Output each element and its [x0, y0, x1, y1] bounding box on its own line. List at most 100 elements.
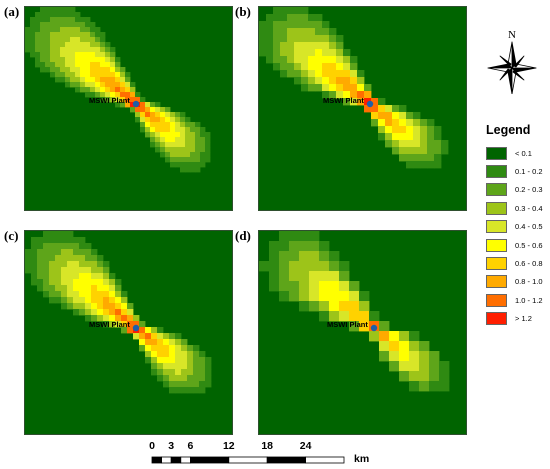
- concentration-cell: [73, 243, 80, 250]
- concentration-cell: [100, 67, 106, 73]
- concentration-cell: [175, 137, 181, 143]
- concentration-cell: [50, 22, 56, 28]
- concentration-cell: [273, 63, 281, 71]
- concentration-cell: [319, 301, 330, 312]
- concentration-cell: [35, 27, 41, 33]
- scale-segment: [190, 456, 230, 464]
- concentration-cell: [266, 49, 274, 57]
- concentration-cell: [150, 107, 156, 113]
- concentration-cell: [61, 267, 68, 274]
- concentration-cell: [49, 249, 56, 256]
- concentration-cell: [25, 37, 31, 43]
- concentration-cell: [336, 35, 344, 43]
- concentration-cell: [392, 140, 400, 148]
- legend-label: 0.4 - 0.5: [515, 222, 543, 232]
- concentration-cell: [73, 291, 80, 298]
- concentration-cell: [145, 132, 151, 138]
- concentration-cell: [385, 140, 393, 148]
- concentration-cell: [157, 363, 164, 370]
- concentration-cell: [343, 98, 351, 106]
- concentration-cell: [392, 112, 400, 120]
- concentration-cell: [49, 231, 56, 238]
- concentration-cell: [279, 231, 290, 242]
- concentration-cell: [31, 261, 38, 268]
- concentration-cell: [75, 17, 81, 23]
- concentration-cell: [349, 321, 360, 332]
- concentration-cell: [364, 91, 372, 99]
- concentration-cell: [336, 63, 344, 71]
- concentration-cell: [50, 52, 56, 58]
- concentration-cell: [434, 140, 442, 148]
- concentration-cell: [329, 301, 340, 312]
- concentration-cell: [160, 117, 166, 123]
- concentration-cell: [40, 52, 46, 58]
- scale-tick-label: 18: [261, 440, 274, 452]
- concentration-cell: [299, 261, 310, 272]
- concentration-cell: [195, 167, 201, 173]
- concentration-cell: [379, 351, 390, 362]
- concentration-cell: [31, 243, 38, 250]
- concentration-cell: [309, 251, 320, 262]
- concentration-cell: [180, 152, 186, 158]
- concentration-cell: [199, 381, 206, 388]
- concentration-cell: [170, 147, 176, 153]
- concentration-cell: [109, 285, 116, 292]
- concentration-cell: [289, 281, 300, 292]
- concentration-cell: [419, 361, 430, 372]
- concentration-cell: [65, 37, 71, 43]
- concentration-cell: [195, 127, 201, 133]
- concentration-cell: [322, 84, 330, 92]
- concentration-cell: [85, 72, 91, 78]
- concentration-cell: [378, 98, 386, 106]
- concentration-cell: [195, 122, 201, 128]
- concentration-cell: [190, 162, 196, 168]
- concentration-cell: [151, 327, 158, 334]
- concentration-cell: [329, 28, 337, 36]
- concentration-cell: [120, 97, 126, 103]
- concentration-cell: [169, 333, 176, 340]
- concentration-cell: [45, 67, 51, 73]
- concentration-cell: [336, 91, 344, 99]
- concentration-cell: [343, 84, 351, 92]
- concentration-cell: [322, 77, 330, 85]
- concentration-cell: [85, 47, 91, 53]
- panel-label-c: (c): [4, 228, 19, 243]
- concentration-cell: [160, 137, 166, 143]
- concentration-cell: [139, 327, 146, 334]
- concentration-cell: [110, 47, 116, 53]
- concentration-cell: [160, 142, 166, 148]
- concentration-cell: [289, 261, 300, 272]
- concentration-cell: [73, 273, 80, 280]
- concentration-cell: [130, 107, 136, 113]
- concentration-cell: [79, 267, 86, 274]
- concentration-cell: [329, 77, 337, 85]
- concentration-cell: [85, 42, 91, 48]
- concentration-cell: [43, 285, 50, 292]
- concentration-cell: [37, 279, 44, 286]
- concentration-cell: [61, 261, 68, 268]
- concentration-cell: [185, 132, 191, 138]
- concentration-cell: [273, 35, 281, 43]
- concentration-cell: [40, 22, 46, 28]
- concentration-cell: [409, 331, 420, 342]
- concentration-cell: [175, 387, 182, 394]
- concentration-cell: [25, 42, 31, 48]
- concentration-cell: [67, 231, 74, 238]
- concentration-cell: [181, 375, 188, 382]
- concentration-cell: [100, 47, 106, 53]
- concentration-cell: [309, 291, 320, 302]
- concentration-cell: [79, 279, 86, 286]
- concentration-cell: [61, 273, 68, 280]
- concentration-cell: [163, 333, 170, 340]
- concentration-cell: [315, 21, 323, 29]
- concentration-cell: [378, 133, 386, 141]
- concentration-cell: [65, 82, 71, 88]
- concentration-cell: [273, 28, 281, 36]
- concentration-cell: [289, 271, 300, 282]
- concentration-cell: [287, 28, 295, 36]
- concentration-cell: [350, 91, 358, 99]
- concentration-cell: [67, 255, 74, 262]
- concentration-cell: [175, 363, 182, 370]
- concentration-cell: [67, 279, 74, 286]
- concentration-cell: [65, 27, 71, 33]
